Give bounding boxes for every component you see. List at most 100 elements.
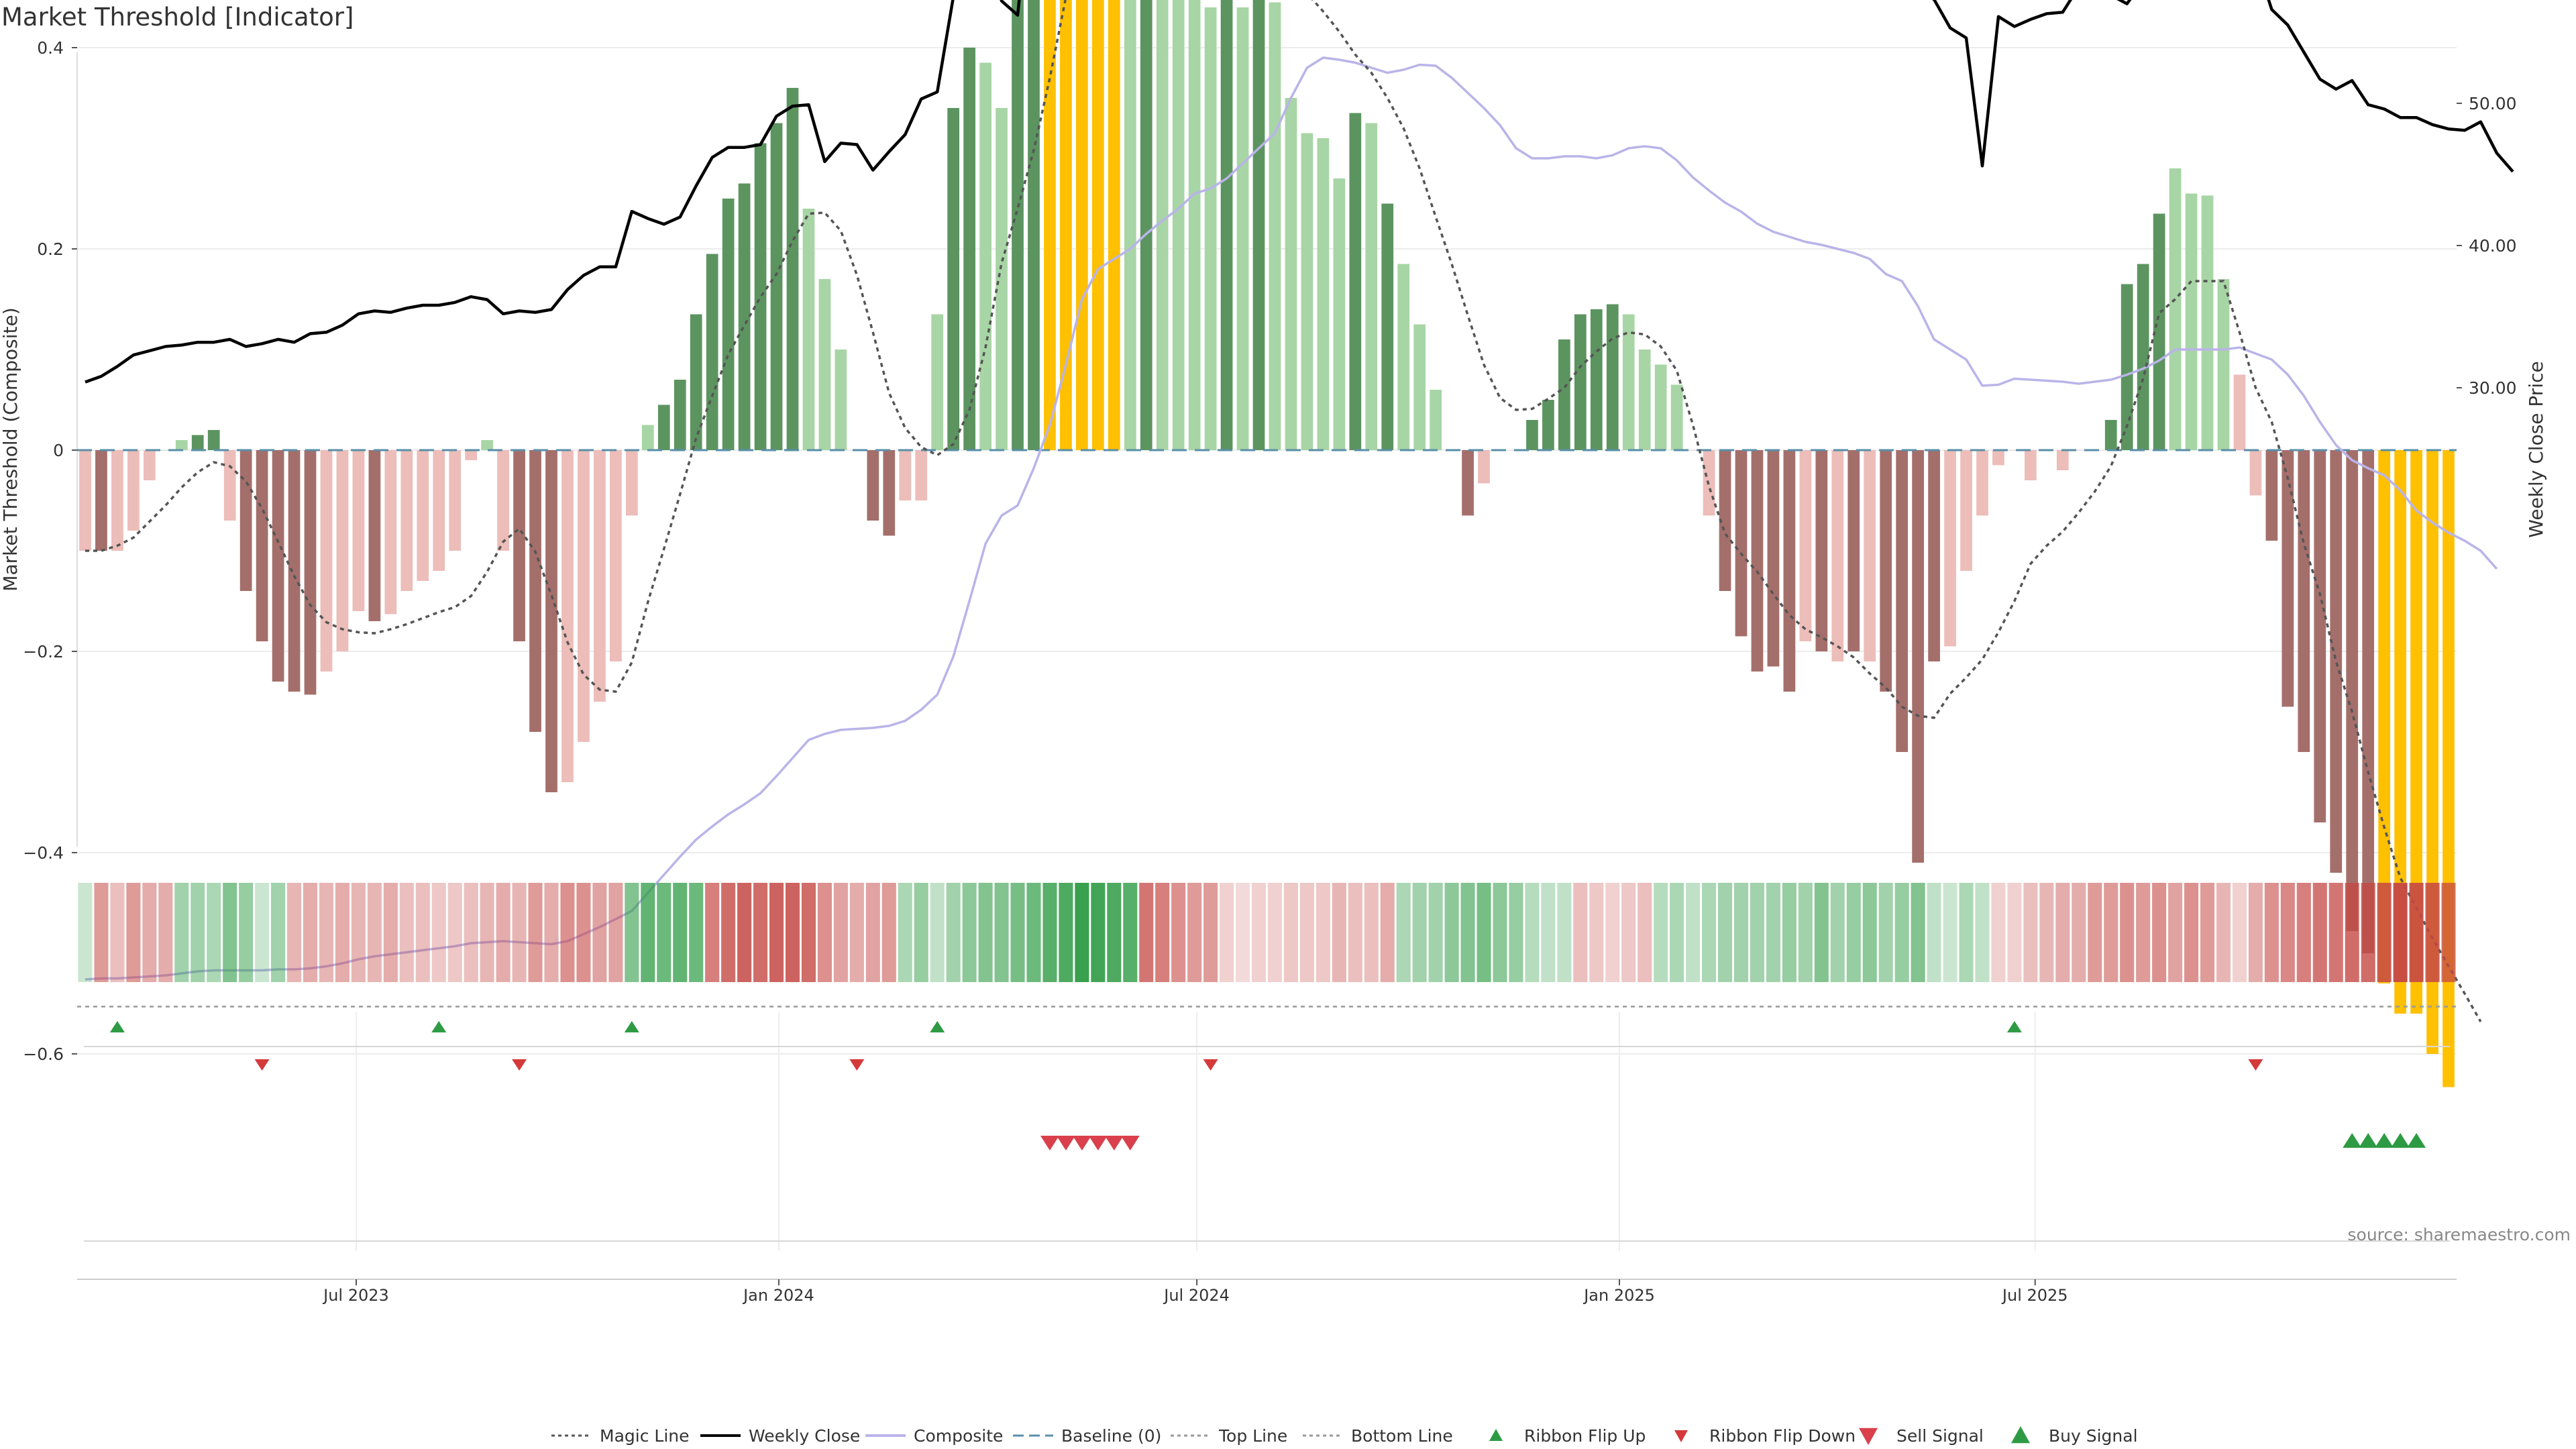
threshold-bar [400,450,413,591]
ribbon-cell [1364,883,1379,982]
threshold-bar [996,108,1008,450]
ribbon-cell [2216,883,2231,982]
ribbon-flip-up-marker [624,1021,639,1032]
threshold-bar [352,450,365,611]
ribbon-cell [1220,883,1234,982]
threshold-bar [433,450,445,571]
threshold-bar [1269,2,1281,450]
ribbon-cell [2264,883,2279,982]
ribbon-flip-up-marker [431,1021,447,1032]
buy-signal-marker [2359,1133,2378,1148]
threshold-bar [1413,324,1426,450]
buy-signal-marker [2343,1133,2362,1148]
ribbon-flip-up-marker [930,1021,945,1032]
threshold-bar [979,62,991,450]
threshold-bar [657,405,670,450]
threshold-bar [625,450,638,516]
ribbon-cell [881,883,896,982]
ribbon-cell [1091,883,1106,982]
threshold-bar [513,450,525,641]
threshold-bar [1172,0,1185,450]
ribbon-cell [2007,883,2022,982]
ribbon-cell [1509,883,1523,982]
threshold-bar [1590,309,1603,450]
legend-swatch [2011,1426,2030,1444]
threshold-bar [417,450,429,581]
threshold-bar [1108,0,1120,450]
threshold-bar [1220,0,1233,450]
ribbon-cell [415,883,430,982]
threshold-bar [641,425,654,450]
threshold-bar [610,450,622,661]
threshold-bar [1912,450,1924,863]
ribbon-cell [1830,883,1845,982]
ribbon-cell [769,883,784,982]
threshold-bar [1542,400,1554,450]
threshold-bar [1156,0,1169,450]
sell-signal-marker [1104,1136,1124,1150]
ribbon-cell [1750,883,1765,982]
ribbon-cell [1621,883,1636,982]
ribbon-cell [512,883,527,982]
ribbon-cell [753,883,768,982]
threshold-bar [1188,0,1201,450]
ribbon-cell [785,883,800,982]
ribbon-cell [1267,883,1283,982]
threshold-bar [963,48,975,450]
threshold-bar [1140,0,1152,450]
ribbon-cell [2280,883,2295,982]
source-credit: source: sharemaestro.com [2347,1225,2571,1244]
y2-axis-label: Weekly Close Price [2525,361,2547,537]
threshold-bar [1236,7,1249,450]
ribbon-cell [1171,883,1186,982]
threshold-bar [223,450,236,521]
ribbon-cell [2296,883,2311,982]
threshold-bar [2362,450,2375,953]
x-tick-label: Jan 2024 [742,1286,814,1305]
ribbon-cell [223,883,237,982]
threshold-bar [2330,450,2343,873]
ribbon-cell [1557,883,1572,982]
threshold-bar [1478,450,1490,484]
ribbon-cell [1042,883,1057,982]
ribbon-cell [2409,883,2424,982]
y-tick-label: 0.4 [37,38,64,58]
ribbon-cell [833,883,848,982]
ribbon-cell [1332,883,1346,982]
magic-line [85,0,2482,1022]
threshold-bar [2394,450,2406,1014]
ribbon-cell [335,883,350,982]
legend-swatch [1859,1428,1878,1445]
legend-swatch [1674,1430,1688,1442]
threshold-bar [738,183,751,450]
y2-tick-label: 30.00 [2469,378,2517,398]
ribbon-cell [657,883,672,982]
threshold-bar [2056,450,2069,470]
threshold-bar [594,450,606,702]
threshold-bar [2443,450,2455,1087]
threshold-bar [2072,450,2085,451]
ribbon-cell [142,883,157,982]
ribbon-cell [319,883,334,982]
legend-swatch [1489,1429,1503,1441]
legend-label: Sell Signal [1896,1426,1984,1446]
ribbon-cell [1638,883,1652,982]
ribbon-cell [1107,883,1122,982]
ribbon-cell [271,883,286,982]
sell-signal-marker [1056,1136,1075,1150]
ribbon-cell [158,883,173,982]
ribbon-cell [1670,883,1684,982]
ribbon-cell [1717,883,1733,982]
ribbon-cell [1380,883,1395,982]
ribbon-cell [2312,883,2327,982]
ribbon-cell [1686,883,1701,982]
ribbon-cell [576,883,591,982]
ribbon-cell [1702,883,1717,982]
ribbon-cell [367,883,382,982]
ribbon-cell [110,883,125,982]
threshold-bar [2121,284,2133,450]
ribbon-cell [480,883,494,982]
ribbon-flip-down-marker [512,1059,527,1071]
threshold-bar [2233,374,2246,450]
ribbon-cell [1123,883,1138,982]
